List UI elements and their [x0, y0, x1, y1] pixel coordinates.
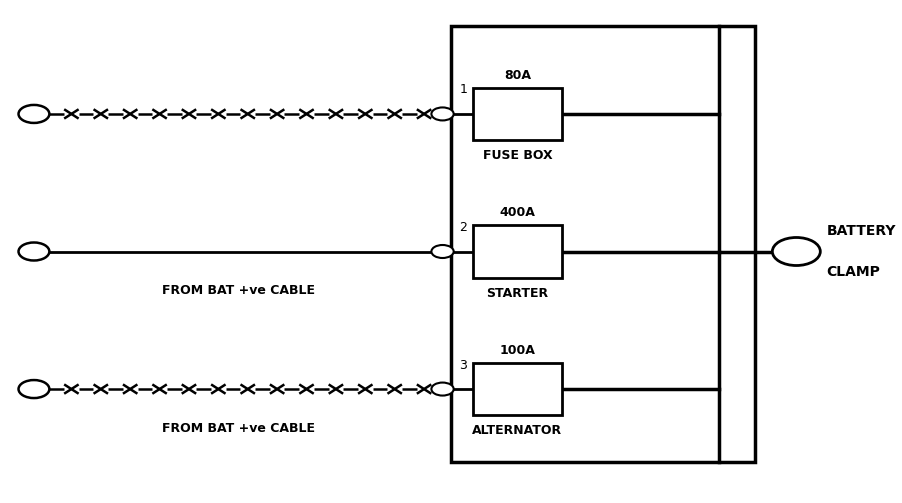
Circle shape [431, 383, 453, 395]
Text: 400A: 400A [499, 206, 535, 219]
Text: 80A: 80A [503, 69, 530, 81]
Circle shape [431, 245, 453, 258]
Text: 2: 2 [459, 221, 467, 234]
Text: FUSE BOX: FUSE BOX [483, 149, 552, 162]
Bar [472, 225, 562, 278]
Circle shape [19, 242, 50, 261]
Text: BATTERY: BATTERY [825, 224, 895, 238]
Text: 100A: 100A [499, 344, 535, 357]
Circle shape [431, 108, 453, 120]
Text: FROM BAT +ve CABLE: FROM BAT +ve CABLE [161, 284, 315, 297]
Circle shape [19, 380, 50, 398]
Bar [472, 363, 562, 415]
Bar [451, 26, 754, 462]
Text: FROM BAT +ve CABLE: FROM BAT +ve CABLE [161, 422, 315, 435]
Text: 1: 1 [459, 83, 467, 97]
Circle shape [771, 237, 819, 266]
Text: STARTER: STARTER [486, 287, 548, 300]
Text: CLAMP: CLAMP [825, 265, 879, 279]
Text: 3: 3 [459, 359, 467, 372]
Bar [472, 88, 562, 140]
Text: ALTERNATOR: ALTERNATOR [472, 425, 562, 437]
Circle shape [19, 105, 50, 123]
